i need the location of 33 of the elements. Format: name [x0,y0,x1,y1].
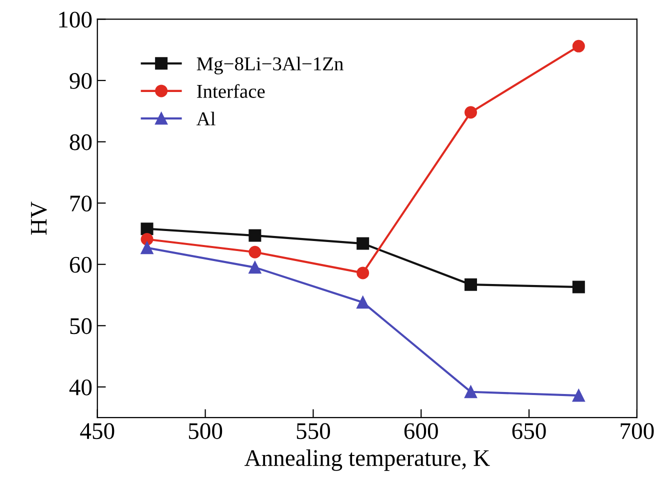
y-tick-label: 60 [70,256,92,273]
y-tick-label: 100 [59,12,92,28]
y-axis-title: HV [31,202,47,235]
y-tick-label: 80 [70,134,92,150]
y-tick-label: 70 [70,196,92,212]
x-tick-label: 550 [296,423,330,440]
y-tick-label: 90 [70,72,92,89]
legend-label: Interface [197,84,265,98]
point [248,246,262,258]
y-tick-label: 50 [70,318,92,334]
point [140,222,154,236]
point [140,242,154,254]
point [464,106,478,119]
x-tick-label: 450 [80,423,114,440]
legend-label: Mg−8Li−3Al−1Zn [196,56,344,74]
y-tick-label: 40 [69,379,92,396]
x-tick-label: 500 [188,423,222,440]
x-tick-label: 600 [404,423,438,440]
point [356,266,370,280]
point [572,280,585,294]
x-axis-title: Annealing temperature, K [244,449,490,471]
point [140,232,154,246]
point [248,261,262,274]
point [356,296,370,309]
point [356,237,370,250]
x-tick-label: 700 [620,423,654,440]
legend-label: Al [196,112,216,126]
point [248,229,262,242]
point [572,40,585,52]
point [464,386,478,398]
point [572,389,585,402]
point [464,278,478,291]
x-tick-label: 650 [512,423,546,440]
